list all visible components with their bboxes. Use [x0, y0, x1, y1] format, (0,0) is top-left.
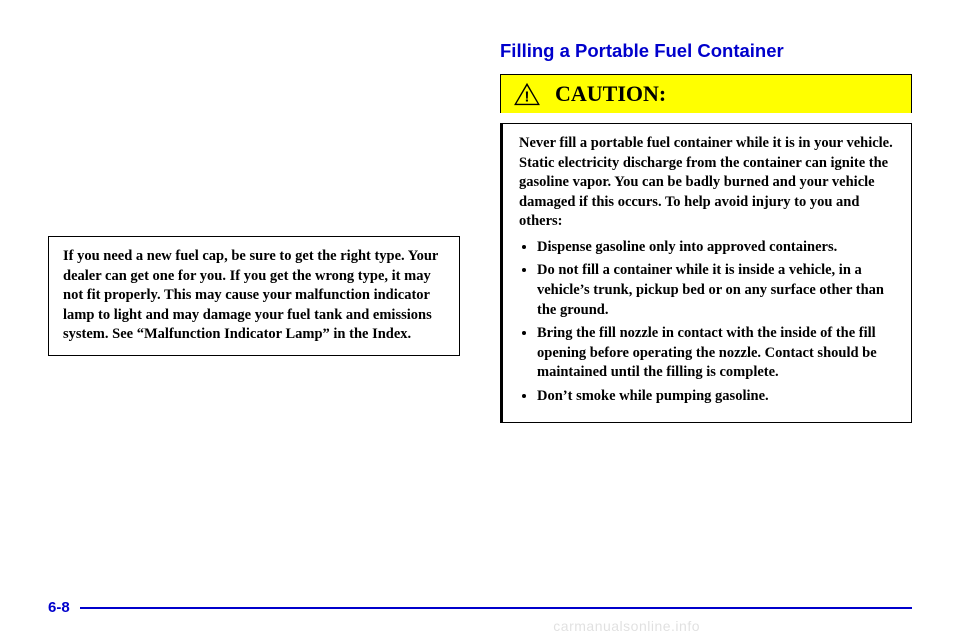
caution-intro: Never fill a portable fuel container whi…: [519, 134, 895, 232]
list-item: Don’t smoke while pumping gasoline.: [537, 387, 895, 407]
notice-text: If you need a new fuel cap, be sure to g…: [63, 248, 438, 342]
caution-body: Never fill a portable fuel container whi…: [500, 123, 912, 423]
caution-list: Dispense gasoline only into approved con…: [519, 238, 895, 407]
notice-box: If you need a new fuel cap, be sure to g…: [48, 236, 460, 356]
left-column: If you need a new fuel cap, be sure to g…: [48, 40, 460, 423]
warning-triangle-icon: !: [513, 82, 541, 106]
page-columns: If you need a new fuel cap, be sure to g…: [48, 40, 912, 423]
watermark-text: carmanualsonline.info: [553, 618, 700, 634]
footer-rule: [80, 607, 912, 609]
page-number: 6-8: [48, 599, 70, 616]
caution-label: CAUTION:: [555, 81, 666, 107]
list-item: Bring the fill nozzle in contact with th…: [537, 324, 895, 383]
section-title: Filling a Portable Fuel Container: [500, 40, 912, 62]
caution-header: ! CAUTION:: [500, 74, 912, 113]
list-item: Dispense gasoline only into approved con…: [537, 238, 895, 258]
page-footer: 6-8: [48, 599, 912, 616]
right-column: Filling a Portable Fuel Container ! CAUT…: [500, 40, 912, 423]
list-item: Do not fill a container while it is insi…: [537, 261, 895, 320]
svg-text:!: !: [525, 89, 530, 105]
